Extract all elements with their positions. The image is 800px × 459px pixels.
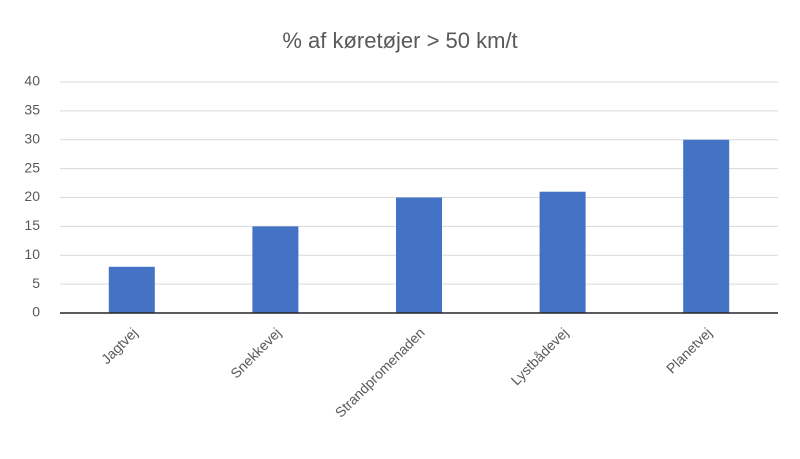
y-tick-label: 15 xyxy=(24,217,40,233)
y-tick-label: 0 xyxy=(32,304,40,320)
y-tick-label: 40 xyxy=(24,73,40,89)
y-tick-label: 5 xyxy=(32,275,40,291)
bar xyxy=(539,191,586,313)
bar xyxy=(396,197,442,313)
bar xyxy=(108,266,155,313)
y-tick-label: 20 xyxy=(24,188,40,204)
chart-title: % af køretøjer > 50 km/t xyxy=(282,28,517,53)
bar xyxy=(252,226,299,313)
bar xyxy=(683,139,730,313)
y-tick-label: 25 xyxy=(24,159,40,175)
y-tick-label: 10 xyxy=(24,246,40,262)
y-tick-label: 35 xyxy=(24,102,40,118)
y-tick-label: 30 xyxy=(24,130,40,146)
